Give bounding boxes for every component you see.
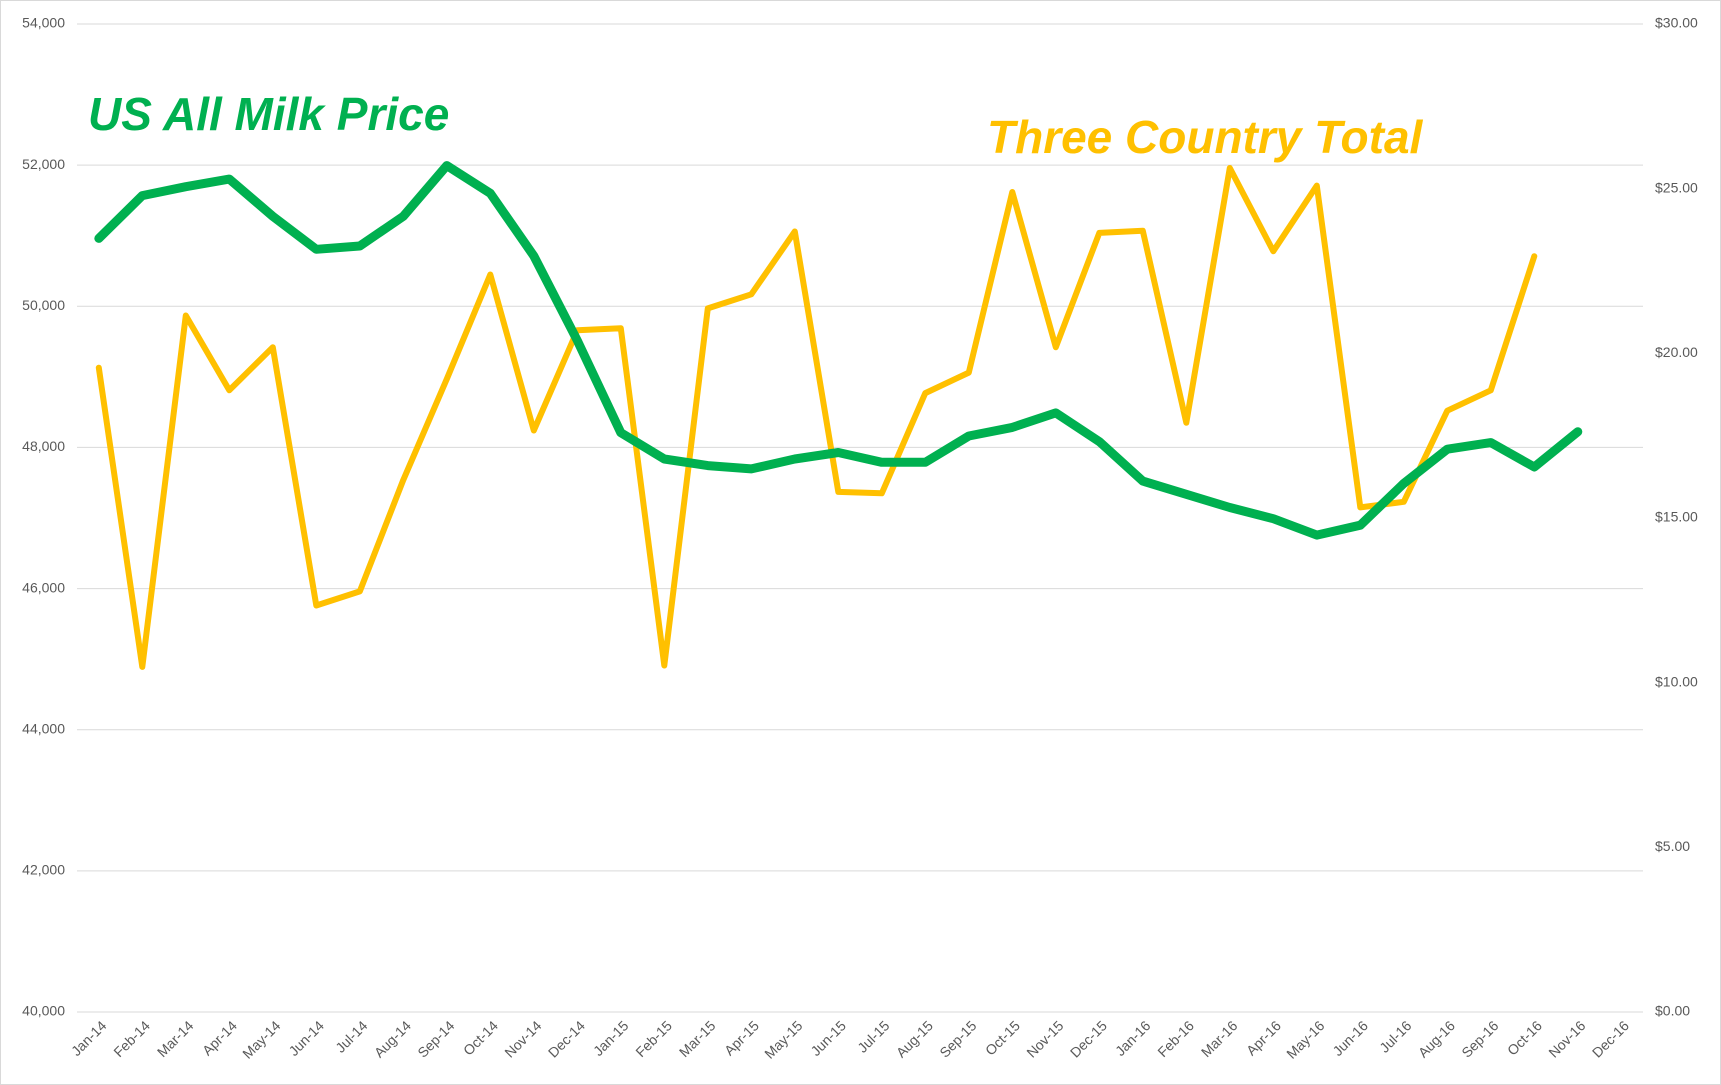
y2-tick-label: $15.00 bbox=[1655, 509, 1698, 525]
series-label: Three Country Total bbox=[987, 111, 1424, 163]
series-line bbox=[94, 161, 1583, 540]
y-tick-label: 46,000 bbox=[22, 579, 65, 595]
series-line bbox=[95, 165, 1538, 670]
y2-tick-label: $10.00 bbox=[1655, 673, 1698, 689]
y-tick-label: 42,000 bbox=[22, 862, 65, 878]
y-tick-label: 40,000 bbox=[22, 1003, 65, 1019]
y-tick-label: 52,000 bbox=[22, 156, 65, 172]
series-label: US All Milk Price bbox=[88, 88, 449, 140]
y2-tick-label: $20.00 bbox=[1655, 344, 1698, 360]
y-tick-label: 50,000 bbox=[22, 297, 65, 313]
y2-tick-label: $25.00 bbox=[1655, 179, 1698, 195]
y2-tick-label: $5.00 bbox=[1655, 838, 1690, 854]
y2-tick-label: $0.00 bbox=[1655, 1003, 1690, 1019]
y-tick-label: 44,000 bbox=[22, 720, 65, 736]
y2-tick-label: $30.00 bbox=[1655, 15, 1698, 31]
y-tick-label: 54,000 bbox=[22, 15, 65, 31]
y-tick-label: 48,000 bbox=[22, 438, 65, 454]
